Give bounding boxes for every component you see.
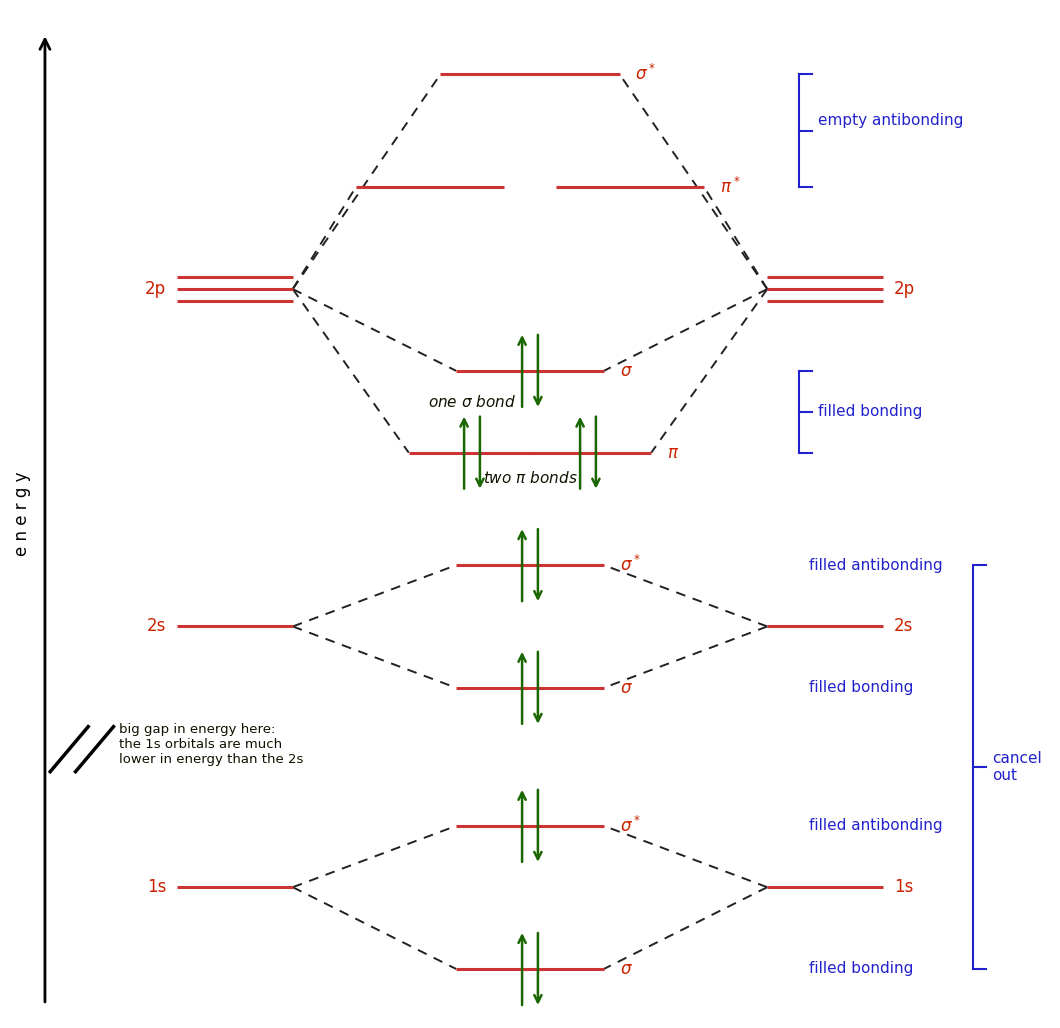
Text: 2s: 2s (894, 618, 913, 635)
Text: 2s: 2s (147, 618, 166, 635)
Text: $\sigma$: $\sigma$ (620, 678, 633, 697)
Text: $\sigma$: $\sigma$ (620, 362, 633, 380)
Text: two $\pi$ bonds: two $\pi$ bonds (482, 470, 578, 486)
Text: filled antibonding: filled antibonding (810, 818, 943, 834)
Text: $\pi^*$: $\pi^*$ (720, 177, 740, 197)
Text: 1s: 1s (894, 878, 913, 896)
Text: $\sigma^*$: $\sigma^*$ (635, 65, 656, 84)
Text: big gap in energy here:
the 1s orbitals are much
lower in energy than the 2s: big gap in energy here: the 1s orbitals … (119, 723, 303, 766)
Text: cancel
out: cancel out (992, 750, 1042, 783)
Text: e n e r g y: e n e r g y (13, 472, 31, 556)
Text: 1s: 1s (147, 878, 166, 896)
Text: $\sigma^*$: $\sigma^*$ (620, 555, 640, 576)
Text: $\sigma^*$: $\sigma^*$ (620, 816, 640, 836)
Text: 2p: 2p (145, 280, 166, 298)
Text: $\pi$: $\pi$ (667, 444, 679, 462)
Text: filled antibonding: filled antibonding (810, 557, 943, 573)
Text: filled bonding: filled bonding (810, 681, 914, 695)
Text: filled bonding: filled bonding (810, 961, 914, 977)
Text: one $\sigma$ bond: one $\sigma$ bond (428, 394, 516, 409)
Text: filled bonding: filled bonding (818, 404, 922, 419)
Text: $\sigma$: $\sigma$ (620, 960, 633, 978)
Text: 2p: 2p (894, 280, 915, 298)
Text: empty antibonding: empty antibonding (818, 113, 964, 127)
